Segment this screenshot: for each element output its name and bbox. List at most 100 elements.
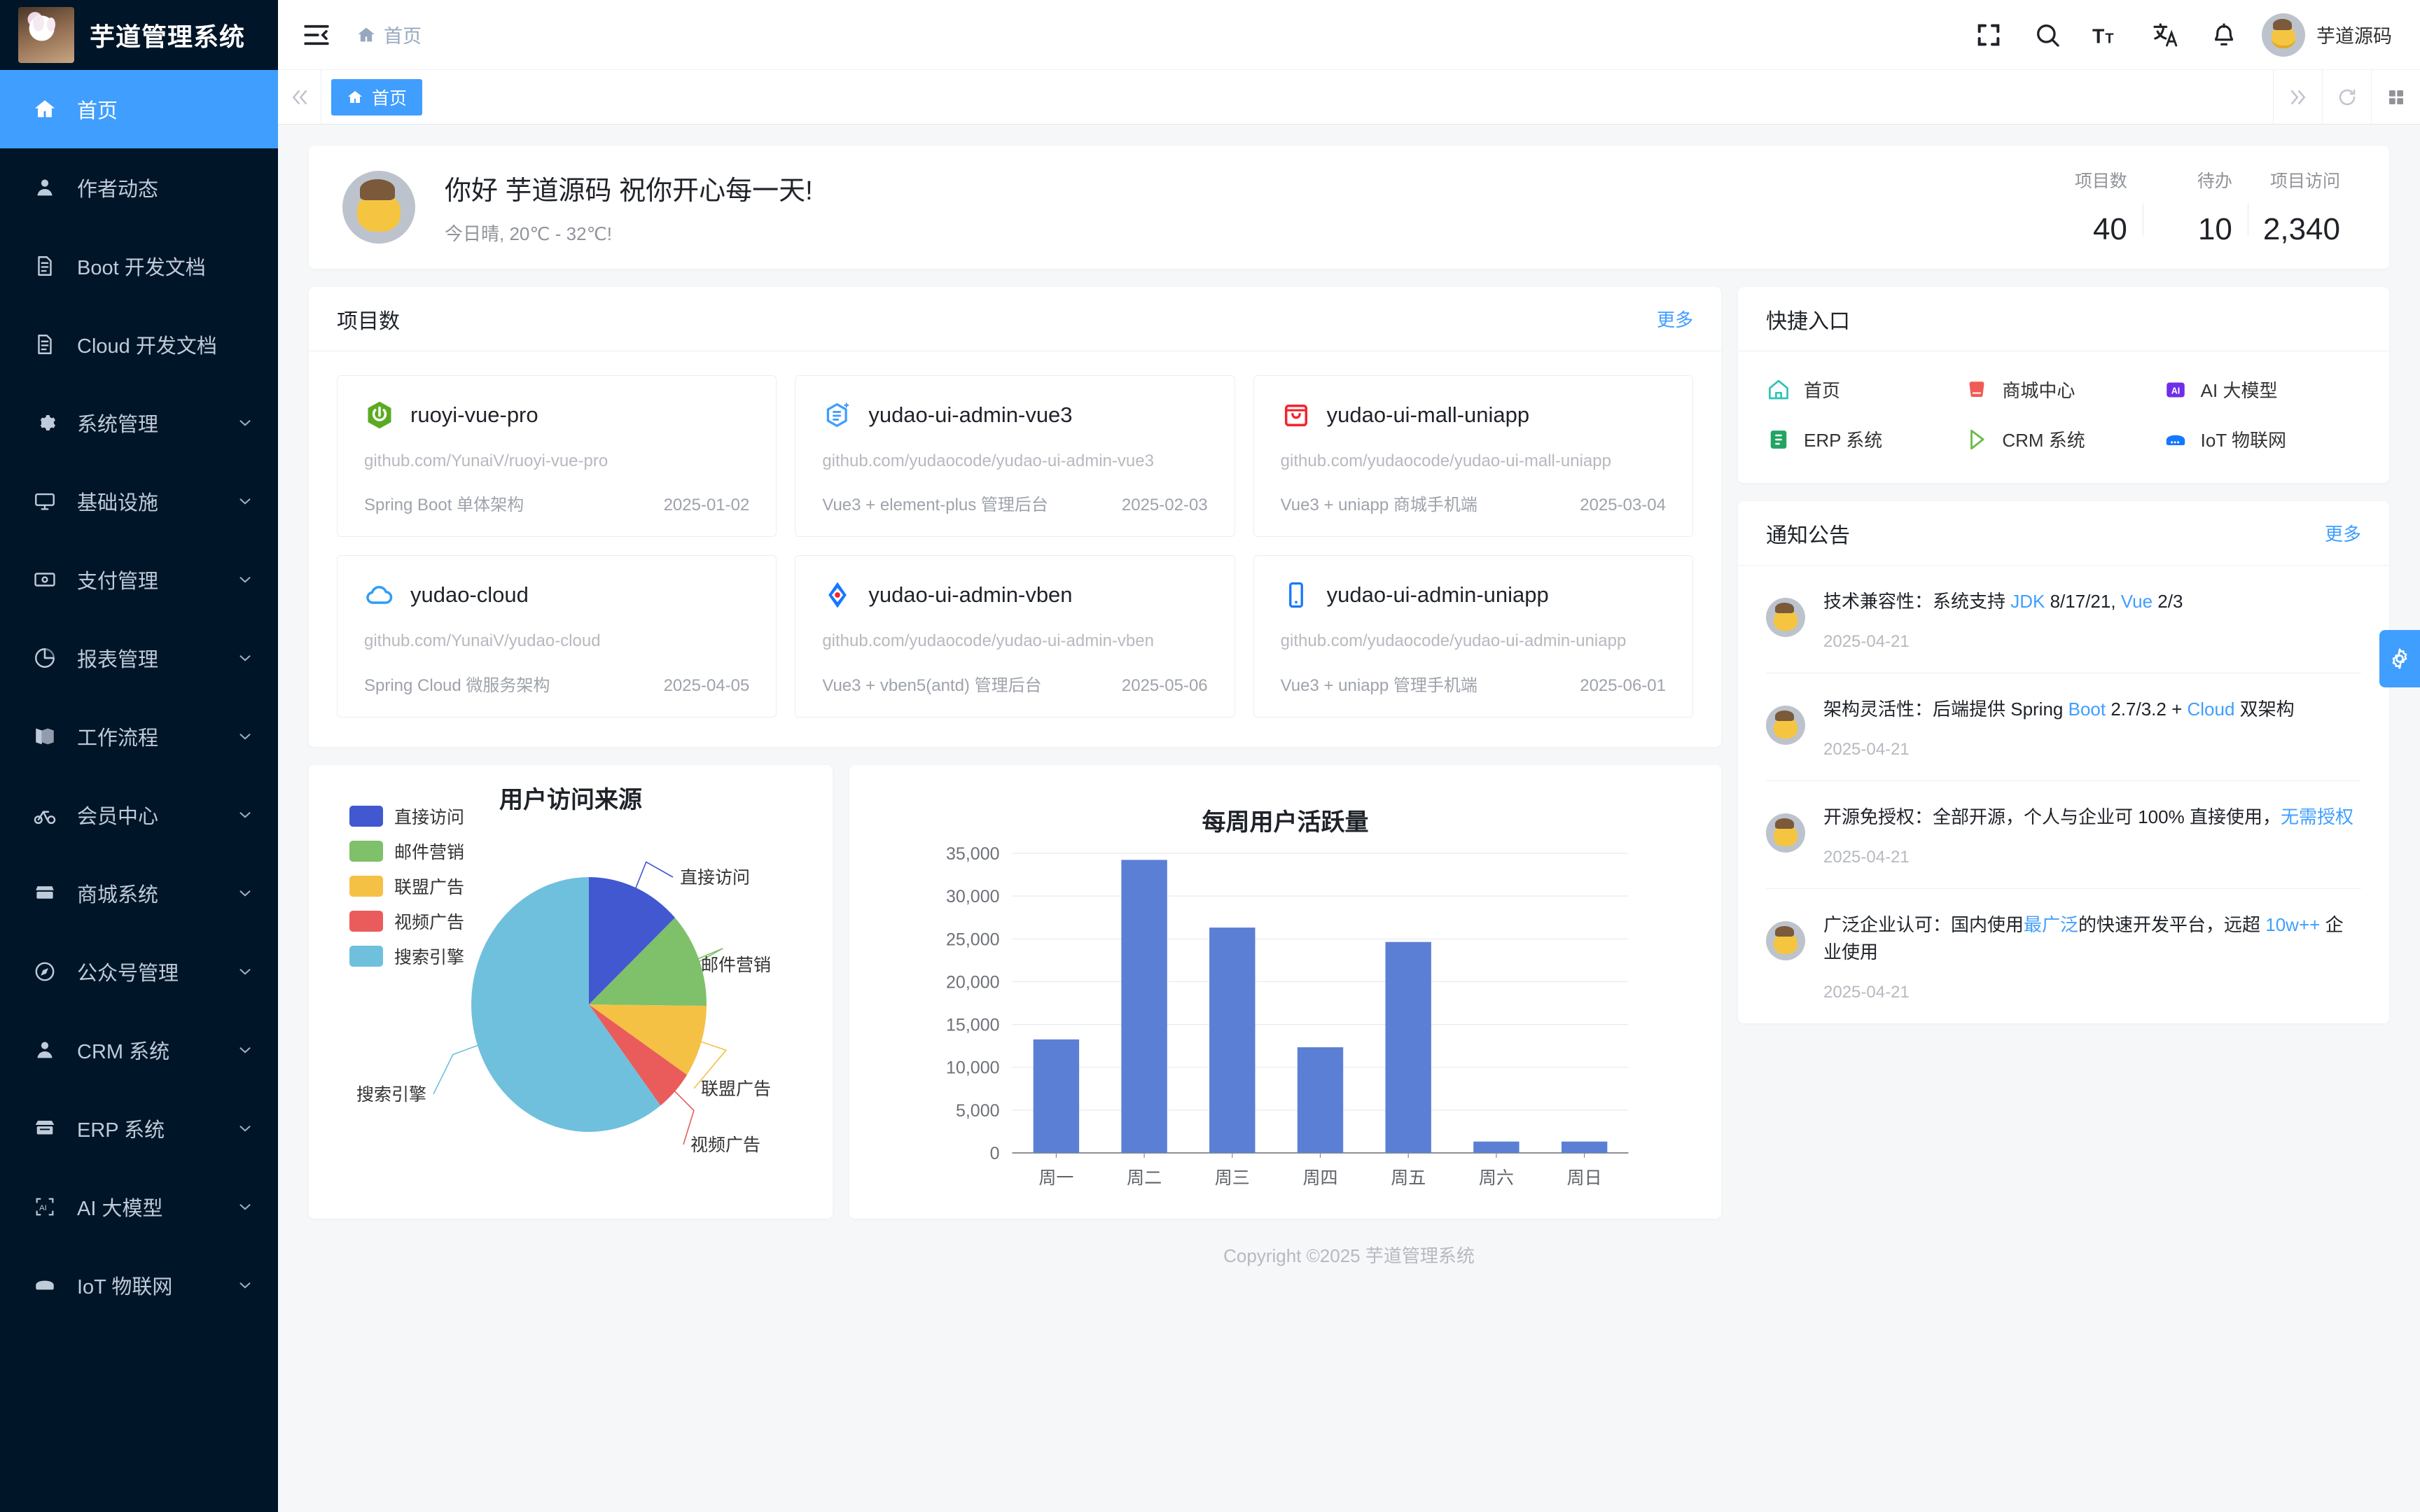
project-card-head: yudao-ui-admin-uniapp [1281,580,1666,610]
project-desc: Vue3 + uniapp 管理手机端 [1280,676,1477,695]
notice-item[interactable]: 开源免授权：全部开源，个人与企业可 100% 直接使用，无需授权 2025-04-… [1766,781,2361,889]
quick-access-item[interactable]: ERP 系统 [1766,426,1964,452]
chevron-down-icon[interactable] [236,1041,254,1059]
right-column: 快捷入口 首页 商城中心 AI AI 大模型 ERP 系统 CRM 系统 IoT 物联网 通… [1738,287,2389,1023]
sidebar-item-label: 基础设施 [77,492,159,514]
sidebar-item-1[interactable]: 作者动态 [0,148,278,227]
chevron-down-icon[interactable] [236,649,254,667]
chevron-down-icon[interactable] [236,806,254,824]
pie-legend-item[interactable]: 搜索引擎 [349,939,464,974]
quick-access-item[interactable]: 首页 [1766,377,1964,402]
hamburger-icon[interactable] [302,20,331,50]
svg-text:视频广告: 视频广告 [690,1135,760,1155]
tag-bar: 首页 [278,69,2420,125]
notice-body: 广泛企业认可：国内使用最广泛的快速开发平台，远超 10w++ 企业使用 2025-… [1823,911,2361,1002]
sidebar-logo[interactable]: 芋道管理系统 [0,0,278,70]
project-card[interactable]: yudao-ui-admin-vue3 github.com/yudaocode/… [795,375,1235,538]
svg-text:联盟广告: 联盟广告 [701,1079,771,1099]
sidebar-item-13[interactable]: ERP 系统 [0,1089,278,1168]
tab-home[interactable]: 首页 [331,78,423,115]
svg-text:AI: AI [39,1204,47,1212]
notice-item[interactable]: 技术兼容性：系统支持 JDK 8/17/21, Vue 2/3 2025-04-2… [1766,566,2361,673]
chevron-down-icon[interactable] [236,414,254,432]
chevron-down-icon[interactable] [236,1276,254,1294]
quick-access-item[interactable]: AI AI 大模型 [2163,377,2361,402]
project-card[interactable]: yudao-cloud github.com/YunaiV/yudao-cloud… [337,555,777,718]
notices-more-link[interactable]: 更多 [2324,524,2361,545]
notice-title: 广泛企业认可：国内使用最广泛的快速开发平台，远超 10w++ 企业使用 [1823,914,2344,962]
translate-icon[interactable] [2151,21,2179,49]
chevron-down-icon[interactable] [236,492,254,510]
sidebar-item-6[interactable]: 支付管理 [0,540,278,619]
stat-value: 2,340 [2262,212,2340,246]
project-name: yudao-ui-admin-vben [868,582,1073,608]
pie-legend-item[interactable]: 直接访问 [349,799,464,834]
sidebar-item-14[interactable]: AI AI 大模型 [0,1168,278,1246]
sidebar-item-5[interactable]: 基础设施 [0,462,278,540]
sidebar-item-0[interactable]: 首页 [0,70,278,148]
pie-chart-title: 用户访问来源 [499,786,642,813]
home-icon [347,89,363,106]
svg-text:T: T [2105,31,2113,46]
grid-icon[interactable] [2371,69,2420,125]
sidebar-item-11[interactable]: 公众号管理 [0,932,278,1011]
welcome-stats: 项目数 40 待办 10 项目访问 2,340 [2038,167,2356,247]
chevron-down-icon[interactable] [236,962,254,981]
sidebar-item-7[interactable]: 报表管理 [0,619,278,697]
sidebar-item-12[interactable]: CRM 系统 [0,1011,278,1089]
notice-body: 开源免授权：全部开源，个人与企业可 100% 直接使用，无需授权 2025-04-… [1823,804,2361,867]
search-icon[interactable] [2033,21,2061,49]
projects-more-link[interactable]: 更多 [1656,309,1693,330]
project-card[interactable]: yudao-ui-admin-uniapp github.com/yudaocod… [1253,555,1693,718]
sidebar-item-15[interactable]: IoT 物联网 [0,1246,278,1324]
sidebar-item-3[interactable]: Cloud 开发文档 [0,305,278,384]
sidebar-item-8[interactable]: 工作流程 [0,697,278,776]
settings-fab-button[interactable] [2379,630,2420,687]
avatar [1766,921,1805,960]
ai-badge-icon: AI [2163,377,2188,402]
notice-title: 技术兼容性：系统支持 JDK 8/17/21, Vue 2/3 [1823,591,2183,612]
project-card-foot: Vue3 + element-plus 管理后台 2025-02-03 [822,472,1207,515]
user-menu[interactable]: 芋道源码 [2262,13,2392,57]
fullscreen-icon[interactable] [1975,21,2003,49]
quick-access-item[interactable]: IoT 物联网 [2163,426,2361,452]
left-column: 项目数 更多 ruoyi-vue-pro github.com/YunaiV/ru… [309,287,1721,1219]
sidebar-item-2[interactable]: Boot 开发文档 [0,227,278,305]
project-card[interactable]: yudao-ui-mall-uniapp github.com/yudaocode… [1253,375,1693,538]
chevron-down-icon[interactable] [236,727,254,746]
double-chevron-left-icon[interactable] [278,69,321,125]
pie-legend: 直接访问 邮件营销 联盟广告 视频广告 搜索引擎 [349,799,464,974]
chevron-down-icon[interactable] [236,1119,254,1138]
notice-item[interactable]: 广泛企业认可：国内使用最广泛的快速开发平台，远超 10w++ 企业使用 2025-… [1766,889,2361,1023]
sidebar-item-10[interactable]: 商城系统 [0,854,278,932]
projects-card: 项目数 更多 ruoyi-vue-pro github.com/YunaiV/ru… [309,287,1721,747]
bell-icon[interactable] [2210,21,2238,49]
quick-access-label: AI 大模型 [2200,380,2278,401]
project-card[interactable]: ruoyi-vue-pro github.com/YunaiV/ruoyi-vue… [337,375,777,538]
chevron-down-icon[interactable] [236,884,254,902]
refresh-icon[interactable] [2322,69,2371,125]
notice-item[interactable]: 架构灵活性：后端提供 Spring Boot 2.7/3.2 + Cloud 双… [1766,673,2361,781]
sidebar-item-4[interactable]: 系统管理 [0,384,278,462]
project-card-foot: Vue3 + uniapp 商城手机端 2025-03-04 [1281,472,1666,515]
project-card[interactable]: yudao-ui-admin-vben github.com/yudaocode/… [795,555,1235,718]
notices-header: 通知公告 更多 [1738,501,2389,566]
pie-legend-item[interactable]: 联盟广告 [349,869,464,904]
quick-access-item[interactable]: CRM 系统 [1964,426,2162,452]
cloud-icon [364,580,395,610]
quick-access-item[interactable]: 商城中心 [1964,377,2162,402]
chevron-down-icon[interactable] [236,1198,254,1216]
project-card-foot: Vue3 + vben5(antd) 管理后台 2025-05-06 [822,653,1207,696]
pie-legend-item[interactable]: 视频广告 [349,904,464,939]
double-chevron-right-icon[interactable] [2273,69,2322,125]
legend-swatch [349,945,383,967]
svg-text:直接访问: 直接访问 [680,868,750,888]
chevron-down-icon[interactable] [236,570,254,589]
sidebar-item-9[interactable]: 会员中心 [0,776,278,854]
legend-swatch [349,840,383,862]
svg-text:0: 0 [990,1144,1000,1163]
sidebar-item-label: 商城系统 [77,884,159,906]
pie-legend-item[interactable]: 邮件营销 [349,834,464,869]
